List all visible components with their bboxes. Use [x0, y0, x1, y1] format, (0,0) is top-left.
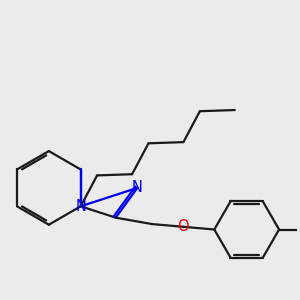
Text: N: N [75, 199, 86, 214]
Text: O: O [177, 219, 189, 234]
Text: N: N [132, 180, 143, 195]
